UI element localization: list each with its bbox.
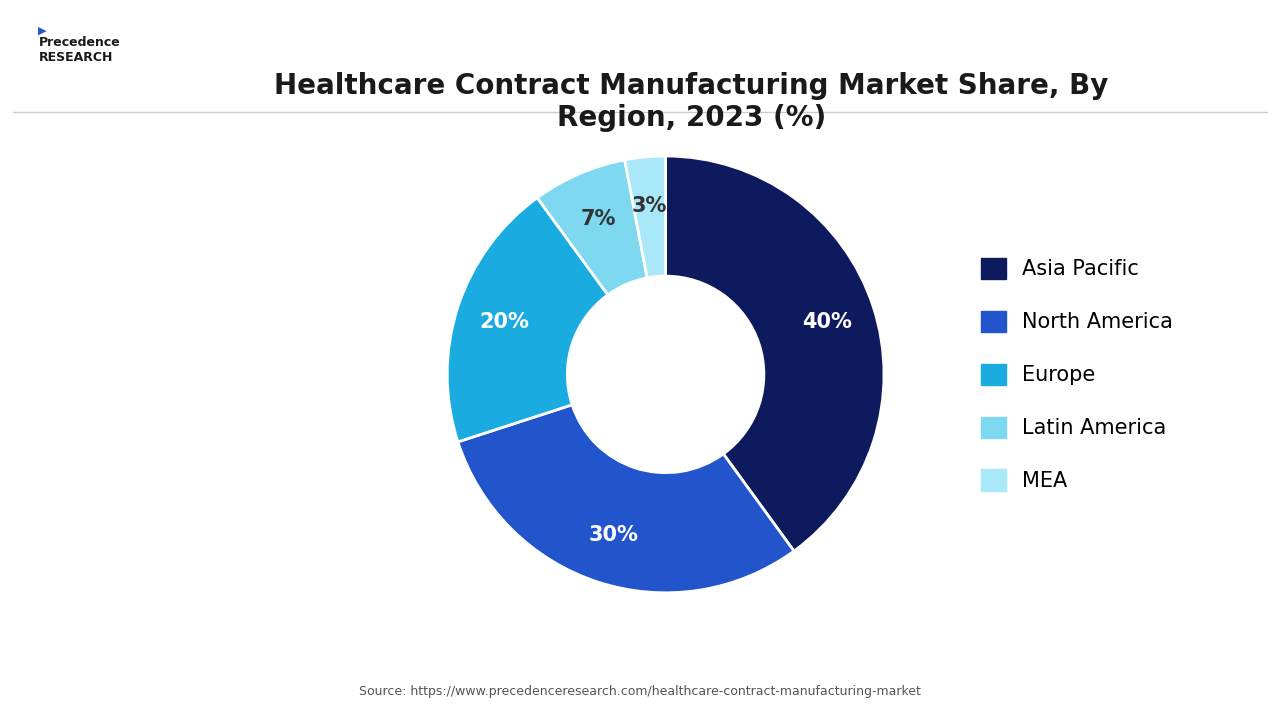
Text: 30%: 30%: [589, 526, 639, 545]
Text: Source: https://www.precedenceresearch.com/healthcare-contract-manufacturing-mar: Source: https://www.precedenceresearch.c…: [360, 685, 920, 698]
Text: 3%: 3%: [632, 196, 667, 216]
Wedge shape: [625, 156, 666, 278]
Wedge shape: [666, 156, 884, 551]
Text: Healthcare Contract Manufacturing Market Share, By
Region, 2023 (%): Healthcare Contract Manufacturing Market…: [274, 72, 1108, 132]
Wedge shape: [447, 198, 608, 442]
Wedge shape: [458, 405, 794, 593]
Text: 7%: 7%: [581, 209, 616, 229]
Text: Precedence
RESEARCH: Precedence RESEARCH: [38, 36, 120, 64]
Text: 40%: 40%: [801, 312, 851, 332]
Wedge shape: [538, 160, 648, 295]
Legend: Asia Pacific, North America, Europe, Latin America, MEA: Asia Pacific, North America, Europe, Lat…: [960, 237, 1194, 512]
Text: ▶: ▶: [38, 25, 47, 35]
Text: 20%: 20%: [480, 312, 530, 332]
